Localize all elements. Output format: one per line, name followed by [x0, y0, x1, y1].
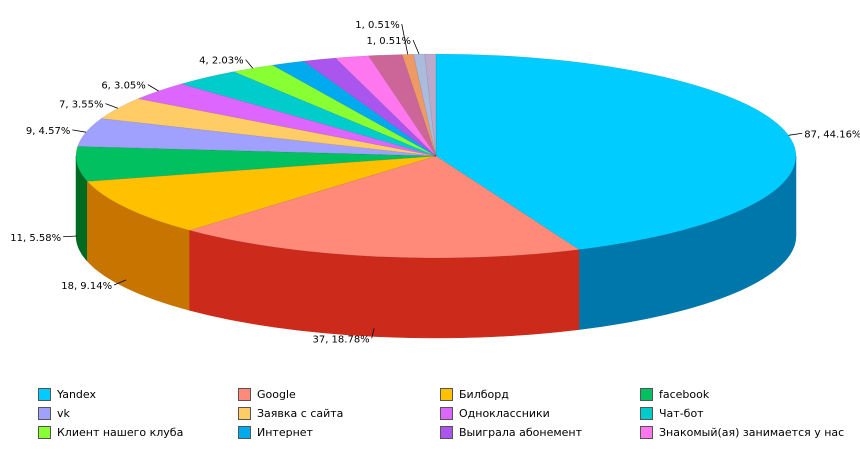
data-label-4: 9, 4.57%	[26, 126, 71, 137]
leader-line-2	[113, 279, 127, 286]
data-label-3: 11, 5.58%	[10, 233, 61, 244]
legend-label-10: Выиграла абонемент	[459, 425, 583, 439]
legend-item-6: Одноклассники	[440, 404, 640, 422]
pie-tops	[75, 53, 797, 259]
slice-11	[334, 55, 437, 157]
data-label-8: 4, 2.03%	[199, 56, 244, 67]
legend-label-3: facebook	[659, 387, 710, 401]
legend-swatch-3	[640, 387, 653, 401]
slice-9	[271, 60, 437, 157]
data-label-13: 1, 0.51%	[355, 20, 400, 31]
legend-item-11: Знакомый(ая) занимается у нас	[640, 423, 860, 441]
legend-item-7: Чат-бот	[640, 404, 860, 422]
data-label-6: 6, 3.05%	[101, 81, 146, 92]
pie-sides	[75, 155, 797, 339]
legend-item-3: facebook	[640, 385, 860, 403]
data-label-1: 37, 18.78%	[312, 334, 369, 345]
data-label-5: 7, 3.55%	[59, 100, 104, 111]
data-label-0: 87, 44.16%	[804, 129, 860, 140]
slice-7	[180, 71, 437, 157]
leader-line-3	[63, 235, 78, 238]
legend-label-6: Одноклассники	[459, 406, 550, 420]
leader-line-4	[72, 129, 87, 133]
slice-side-1	[189, 230, 580, 339]
leader-line-14	[412, 39, 420, 55]
slice-0	[435, 53, 797, 250]
leader-line-8	[245, 59, 254, 69]
leader-line-5	[105, 103, 118, 109]
leader-line-1	[371, 328, 375, 339]
legend-swatch-5	[238, 406, 251, 420]
slice-4	[77, 118, 437, 157]
leader-line-6	[147, 84, 159, 92]
legend-swatch-0	[38, 387, 51, 401]
legend-label-5: Заявка с сайта	[257, 406, 344, 420]
legend-item-10: Выиграла абонемент	[440, 423, 640, 441]
data-label-14: 1, 0.51%	[367, 36, 412, 47]
legend-swatch-1	[238, 387, 251, 401]
legend-item-8: Клиент нашего клуба	[38, 423, 238, 441]
legend-label-8: Клиент нашего клуба	[57, 425, 184, 439]
pie-labels: 87, 44.16% 37, 18.78% 18, 9.14% 11, 5.58% 9,…	[10, 20, 860, 345]
slice-2	[86, 155, 437, 231]
leader-line-0	[788, 132, 803, 136]
slice-3	[75, 146, 437, 182]
legend-item-4: vk	[38, 404, 238, 422]
slice-15	[424, 53, 437, 157]
slice-10	[302, 57, 437, 157]
legend-item-2: Билборд	[440, 385, 640, 403]
legend-label-9: Интернет	[257, 425, 313, 439]
slice-1	[188, 155, 580, 259]
legend-swatch-11	[640, 425, 653, 439]
legend-swatch-10	[440, 425, 453, 439]
pie-chart: 87, 44.16% 37, 18.78% 18, 9.14% 11, 5.58% 9,…	[10, 20, 860, 345]
legend-item-0: Yandex	[38, 385, 238, 403]
legend-label-4: vk	[57, 406, 70, 420]
slice-12	[368, 54, 437, 157]
legend-item-1: Google	[238, 385, 440, 403]
legend-label-2: Билборд	[459, 387, 509, 401]
legend-swatch-6	[440, 406, 453, 420]
leader-line-13	[401, 23, 409, 55]
legend-swatch-9	[238, 425, 251, 439]
legend-swatch-4	[38, 406, 51, 420]
legend-swatch-2	[440, 387, 453, 401]
legend: Yandex Google Билборд facebook vk Заявка с са…	[38, 385, 858, 441]
data-label-2: 18, 9.14%	[61, 281, 112, 292]
legend-swatch-8	[38, 425, 51, 439]
legend-label-7: Чат-бот	[659, 406, 704, 420]
legend-label-11: Знакомый(ая) занимается у нас	[659, 425, 845, 439]
slice-6	[137, 83, 437, 157]
legend-item-9: Интернет	[238, 423, 440, 441]
legend-label-1: Google	[257, 387, 296, 401]
legend-swatch-7	[640, 406, 653, 420]
legend-label-0: Yandex	[57, 387, 96, 401]
legend-item-5: Заявка с сайта	[238, 404, 440, 422]
